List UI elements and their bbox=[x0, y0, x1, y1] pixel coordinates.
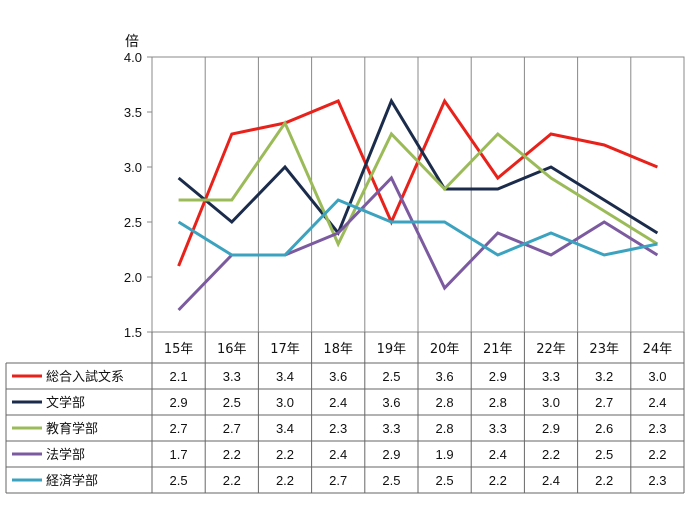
data-label: 3.4 bbox=[276, 369, 294, 384]
y-tick-label: 2.5 bbox=[124, 215, 142, 230]
y-tick-label: 1.5 bbox=[124, 325, 142, 340]
category-label: 15年 bbox=[164, 342, 194, 357]
data-label: 2.2 bbox=[648, 447, 666, 462]
series-line bbox=[177, 97, 659, 236]
data-label: 2.4 bbox=[648, 395, 666, 410]
data-label: 3.2 bbox=[595, 369, 613, 384]
data-label: 2.2 bbox=[542, 447, 560, 462]
data-label: 3.3 bbox=[542, 369, 560, 384]
data-label: 2.9 bbox=[170, 395, 188, 410]
data-label: 2.4 bbox=[489, 447, 507, 462]
data-label: 2.8 bbox=[489, 395, 507, 410]
data-label: 2.5 bbox=[382, 473, 400, 488]
data-label: 2.5 bbox=[170, 473, 188, 488]
data-label: 2.4 bbox=[329, 395, 347, 410]
data-label: 2.7 bbox=[170, 421, 188, 436]
data-label: 2.7 bbox=[595, 395, 613, 410]
data-label: 3.4 bbox=[276, 421, 294, 436]
category-label: 16年 bbox=[217, 342, 247, 357]
data-label: 3.0 bbox=[648, 369, 666, 384]
category-label: 23年 bbox=[589, 342, 619, 357]
data-label: 3.3 bbox=[489, 421, 507, 436]
legend-label: 法学部 bbox=[46, 447, 85, 463]
data-label: 3.6 bbox=[329, 369, 347, 384]
legend-label: 総合入試文系 bbox=[46, 369, 124, 385]
data-label: 2.5 bbox=[595, 447, 613, 462]
data-label: 2.2 bbox=[595, 473, 613, 488]
legend-label: 経済学部 bbox=[46, 473, 98, 489]
data-label: 3.6 bbox=[436, 369, 454, 384]
data-label: 3.0 bbox=[542, 395, 560, 410]
data-label: 2.9 bbox=[542, 421, 560, 436]
legend-label: 文学部 bbox=[46, 395, 85, 411]
grid-layer bbox=[151, 56, 685, 333]
data-label: 2.4 bbox=[542, 473, 560, 488]
series-line bbox=[177, 198, 658, 257]
data-label: 2.2 bbox=[489, 473, 507, 488]
category-label: 24年 bbox=[643, 342, 673, 357]
data-label: 2.4 bbox=[329, 447, 347, 462]
series-layer bbox=[177, 97, 659, 312]
data-label: 1.9 bbox=[436, 447, 454, 462]
y-tick-label: 4.0 bbox=[124, 50, 142, 65]
data-label: 3.0 bbox=[276, 395, 294, 410]
data-label: 3.3 bbox=[223, 369, 241, 384]
data-label: 1.7 bbox=[170, 447, 188, 462]
y-axis-unit: 倍 bbox=[125, 34, 139, 50]
data-label: 2.2 bbox=[223, 473, 241, 488]
data-label: 2.5 bbox=[382, 369, 400, 384]
series-line bbox=[178, 119, 659, 248]
data-label: 2.9 bbox=[382, 447, 400, 462]
category-label: 17年 bbox=[270, 342, 300, 357]
y-tick-label: 3.0 bbox=[124, 160, 142, 175]
data-label: 2.5 bbox=[436, 473, 454, 488]
data-label: 2.6 bbox=[595, 421, 613, 436]
data-label: 2.7 bbox=[223, 421, 241, 436]
data-label: 2.1 bbox=[170, 369, 188, 384]
data-label: 2.3 bbox=[329, 421, 347, 436]
data-label: 2.5 bbox=[223, 395, 241, 410]
data-label: 2.3 bbox=[648, 473, 666, 488]
data-label: 2.8 bbox=[436, 395, 454, 410]
data-label: 2.9 bbox=[489, 369, 507, 384]
data-label: 3.3 bbox=[382, 421, 400, 436]
category-label: 19年 bbox=[377, 342, 407, 357]
y-axis: 1.5 2.0 2.5 3.0 3.5 4.0 bbox=[124, 50, 152, 340]
data-label: 2.7 bbox=[329, 473, 347, 488]
data-label: 2.2 bbox=[276, 447, 294, 462]
y-tick-label: 2.0 bbox=[124, 270, 142, 285]
data-label: 3.6 bbox=[382, 395, 400, 410]
category-label: 18年 bbox=[323, 342, 353, 357]
data-label: 2.8 bbox=[436, 421, 454, 436]
legend-label: 教育学部 bbox=[46, 421, 98, 437]
data-label: 2.2 bbox=[223, 447, 241, 462]
category-label: 21年 bbox=[483, 342, 513, 357]
data-label: 2.3 bbox=[648, 421, 666, 436]
category-label: 20年 bbox=[430, 342, 460, 357]
category-label: 22年 bbox=[536, 342, 566, 357]
data-label: 2.2 bbox=[276, 473, 294, 488]
y-tick-label: 3.5 bbox=[124, 105, 142, 120]
